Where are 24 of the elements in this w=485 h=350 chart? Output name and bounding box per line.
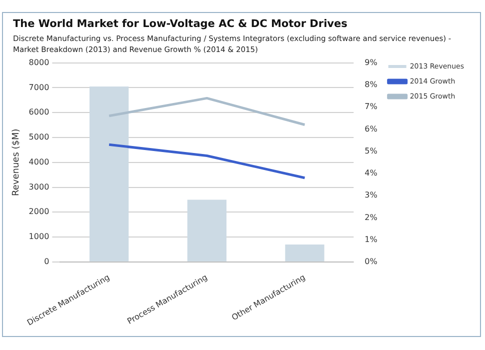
y2-tick-label: 2% bbox=[364, 212, 378, 222]
y-tick-label: 5000 bbox=[28, 132, 50, 142]
y-tick-label: 2000 bbox=[28, 207, 50, 216]
y-tick-label: 4000 bbox=[28, 157, 50, 166]
y-tick-label: 3000 bbox=[28, 182, 50, 192]
y2-tick-label: 5% bbox=[364, 146, 378, 156]
y2-tick-label: 7% bbox=[364, 102, 378, 112]
y2-tick-label: 6% bbox=[364, 124, 378, 134]
y-tick-label: 8000 bbox=[28, 58, 50, 67]
y2-tick-label: 9% bbox=[364, 58, 378, 67]
bar bbox=[187, 200, 226, 262]
y-tick-label: 7000 bbox=[28, 82, 50, 92]
y2-tick-label: 3% bbox=[364, 190, 378, 200]
y-tick-label: 0 bbox=[44, 257, 50, 266]
y-tick-label: 1000 bbox=[28, 232, 50, 242]
y2-tick-label: 1% bbox=[364, 234, 378, 244]
y-axis-title: Revenues ($M) bbox=[12, 128, 22, 196]
y2-tick-label: 4% bbox=[364, 168, 378, 178]
y-tick-label: 6000 bbox=[28, 108, 50, 117]
bar bbox=[90, 86, 129, 262]
y2-tick-label: 8% bbox=[364, 80, 378, 90]
bar bbox=[285, 244, 324, 262]
chart-title: The World Market for Low-Voltage AC & DC Motor Drives bbox=[13, 18, 348, 30]
y2-tick-label: 0% bbox=[364, 257, 378, 266]
